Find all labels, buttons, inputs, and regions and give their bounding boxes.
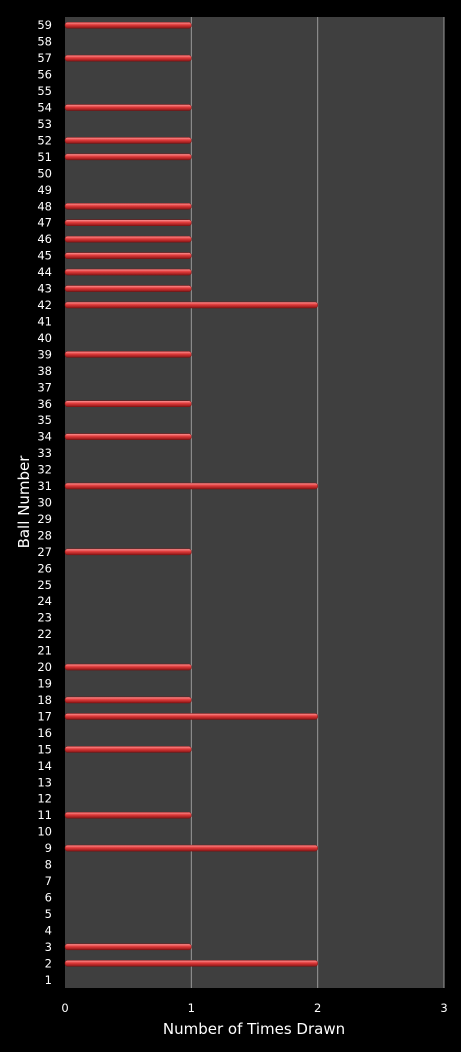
y-tick-label: 23 xyxy=(37,611,52,625)
x-tick-label: 1 xyxy=(188,1001,195,1015)
bar-ball-57 xyxy=(64,54,192,62)
y-tick-label: 33 xyxy=(37,446,52,460)
y-tick-label: 10 xyxy=(37,825,52,839)
bar-ball-15 xyxy=(64,746,192,753)
y-tick-label: 8 xyxy=(45,858,52,872)
y-tick-label: 2 xyxy=(45,956,52,970)
y-tick-label: 46 xyxy=(37,232,52,246)
bar-ball-2 xyxy=(64,960,318,967)
plot-area xyxy=(65,17,444,988)
y-tick-label: 18 xyxy=(37,693,52,707)
bar-ball-45 xyxy=(64,252,192,259)
y-tick-label: 14 xyxy=(37,759,52,773)
y-tick-label: 31 xyxy=(37,479,52,493)
y-tick-label: 52 xyxy=(37,133,52,147)
y-tick-label: 3 xyxy=(45,940,52,954)
bar-ball-52 xyxy=(64,137,192,144)
bar-ball-59 xyxy=(64,21,192,29)
y-tick-label: 34 xyxy=(37,430,52,444)
y-axis-title: Ball Number xyxy=(15,455,33,549)
y-tick-label: 53 xyxy=(37,117,52,131)
bar-ball-51 xyxy=(64,153,192,161)
x-tick-label: 3 xyxy=(440,1001,447,1015)
y-tick-label: 13 xyxy=(37,775,52,789)
y-tick-label: 47 xyxy=(37,216,52,230)
y-tick-label: 50 xyxy=(37,166,52,180)
bar-ball-17 xyxy=(64,713,318,720)
y-tick-label: 51 xyxy=(37,150,52,164)
bar-series xyxy=(64,21,318,967)
y-tick-label: 25 xyxy=(37,578,52,592)
bar-ball-44 xyxy=(64,268,192,276)
y-tick-label: 30 xyxy=(37,496,52,510)
y-tick-label: 12 xyxy=(37,792,52,806)
y-tick-label: 4 xyxy=(45,923,52,937)
y-tick-label: 7 xyxy=(45,874,52,888)
y-tick-label: 22 xyxy=(37,627,52,641)
y-tick-label: 45 xyxy=(37,249,52,263)
y-tick-label: 43 xyxy=(37,282,52,296)
y-tick-label: 17 xyxy=(37,709,52,723)
x-tick-label: 2 xyxy=(314,1001,321,1015)
y-tick-label: 49 xyxy=(37,183,52,197)
bar-ball-48 xyxy=(64,203,192,210)
y-tick-label: 44 xyxy=(37,265,52,279)
bar-ball-43 xyxy=(64,285,192,292)
bar-ball-18 xyxy=(64,696,192,704)
y-tick-label: 19 xyxy=(37,677,52,691)
bar-ball-36 xyxy=(64,400,192,408)
y-tick-label: 5 xyxy=(45,907,52,921)
y-tick-label: 48 xyxy=(37,199,52,213)
x-axis-title: Number of Times Drawn xyxy=(163,1020,345,1038)
y-tick-label: 59 xyxy=(37,18,52,32)
y-axis-tick-labels: 1234567891011121314151617181920212223242… xyxy=(37,18,52,987)
y-tick-label: 57 xyxy=(37,51,52,65)
x-axis-tick-labels: 0 1 2 3 xyxy=(61,1001,447,1015)
y-tick-label: 56 xyxy=(37,68,52,82)
y-tick-label: 15 xyxy=(37,742,52,756)
y-tick-label: 1 xyxy=(45,973,52,987)
y-tick-label: 39 xyxy=(37,347,52,361)
y-tick-label: 21 xyxy=(37,644,52,658)
y-tick-label: 9 xyxy=(45,841,52,855)
y-tick-label: 32 xyxy=(37,463,52,477)
x-tick-label: 0 xyxy=(61,1001,68,1015)
y-tick-label: 11 xyxy=(37,808,52,822)
bar-ball-31 xyxy=(64,482,318,490)
bar-ball-42 xyxy=(64,301,318,309)
y-tick-label: 37 xyxy=(37,380,52,394)
y-tick-label: 28 xyxy=(37,528,52,542)
y-tick-label: 24 xyxy=(37,594,52,608)
gridlines xyxy=(190,17,445,988)
bar-ball-54 xyxy=(64,104,192,111)
y-tick-label: 54 xyxy=(37,101,52,115)
y-tick-label: 40 xyxy=(37,331,52,345)
bar-ball-46 xyxy=(64,235,192,243)
bar-ball-20 xyxy=(64,663,192,671)
y-tick-label: 42 xyxy=(37,298,52,312)
y-tick-label: 20 xyxy=(37,660,52,674)
bar-ball-34 xyxy=(64,433,192,440)
y-tick-label: 29 xyxy=(37,512,52,526)
bar-ball-11 xyxy=(64,811,192,819)
y-tick-label: 38 xyxy=(37,364,52,378)
y-tick-label: 36 xyxy=(37,397,52,411)
bar-ball-27 xyxy=(64,548,192,556)
y-tick-label: 27 xyxy=(37,545,52,559)
bar-ball-39 xyxy=(64,351,192,358)
y-tick-label: 6 xyxy=(45,890,52,904)
y-tick-label: 41 xyxy=(37,314,52,328)
y-tick-label: 58 xyxy=(37,35,52,49)
bar-ball-9 xyxy=(64,844,318,852)
bar-ball-47 xyxy=(64,219,192,226)
y-tick-label: 16 xyxy=(37,726,52,740)
y-tick-label: 26 xyxy=(37,561,52,575)
y-tick-label: 35 xyxy=(37,413,52,427)
bar-ball-3 xyxy=(64,943,192,951)
y-tick-label: 55 xyxy=(37,84,52,98)
